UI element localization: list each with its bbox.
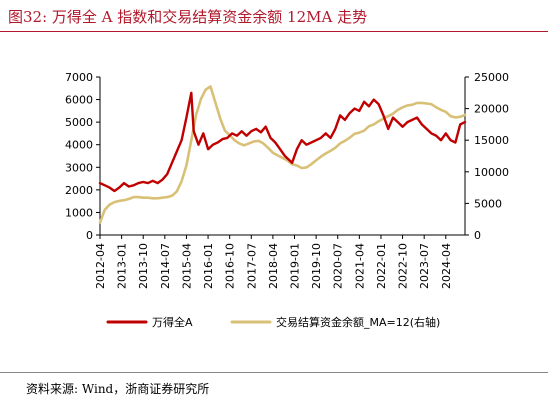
series-line-index	[98, 91, 467, 193]
x-tick-label: 2015-04	[180, 243, 193, 289]
left-tick-label: 7000	[65, 71, 93, 84]
right-tick-label: 15000	[474, 134, 509, 147]
left-tick-label: 4000	[65, 139, 93, 152]
x-tick-label: 2019-10	[310, 243, 323, 289]
series-line-balance	[98, 85, 467, 224]
figure-title: 图32: 万得全 A 指数和交易结算资金余额 12MA 走势	[8, 8, 368, 26]
x-tick-label: 2013-10	[137, 243, 150, 289]
x-tick-label: 2014-07	[159, 243, 172, 289]
right-tick-label: 20000	[474, 103, 509, 116]
x-tick-label: 2013-01	[116, 243, 129, 289]
source-note: 资料来源: Wind，浙商证券研究所	[26, 382, 210, 396]
source-divider	[0, 372, 548, 373]
x-tick-label: 2016-01	[202, 243, 215, 289]
right-tick-label: 0	[474, 229, 481, 242]
x-tick-label: 2022-01	[375, 243, 388, 289]
title-divider	[0, 31, 548, 32]
left-tick-label: 6000	[65, 94, 93, 107]
left-tick-label: 0	[86, 229, 93, 242]
left-tick-label: 1000	[65, 206, 93, 219]
legend-label-index: 万得全A	[152, 315, 193, 329]
right-tick-label: 25000	[474, 71, 509, 84]
x-tick-label: 2021-04	[353, 243, 366, 289]
series-layer	[98, 85, 467, 224]
left-tick-label: 5000	[65, 116, 93, 129]
x-tick-label: 2022-10	[397, 243, 410, 289]
x-tick-label: 2024-04	[440, 243, 453, 289]
x-tick-label: 2020-07	[332, 243, 345, 289]
x-tick-label: 2016-10	[224, 243, 237, 289]
right-tick-label: 10000	[474, 166, 509, 179]
x-tick-label: 2018-04	[267, 243, 280, 289]
axes: 0 1000 2000 3000 4000 5000 6000 7000 0 5000 10000 1…	[65, 71, 509, 289]
legend-label-balance: 交易结算资金余额_MA=12(右轴)	[276, 315, 440, 329]
left-tick-label: 2000	[65, 184, 93, 197]
x-tick-label: 2012-04	[94, 243, 107, 289]
x-tick-label: 2017-07	[245, 243, 258, 289]
legend: 万得全A 交易结算资金余额_MA=12(右轴)	[106, 315, 440, 329]
x-tick-label: 2019-01	[289, 243, 302, 289]
right-tick-label: 5000	[474, 197, 502, 210]
left-tick-label: 3000	[65, 161, 93, 174]
x-tick-label: 2023-07	[418, 243, 431, 289]
chart: 0 1000 2000 3000 4000 5000 6000 7000 0 5000 10000 1…	[65, 71, 509, 329]
